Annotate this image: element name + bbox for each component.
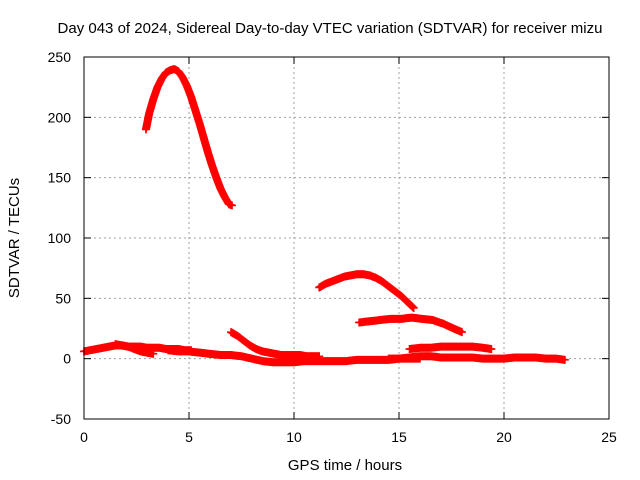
data-point	[487, 345, 496, 354]
x-axis-label: GPS time / hours	[288, 457, 402, 474]
y-tick-label: 100	[48, 230, 72, 246]
series-track-3	[355, 313, 466, 337]
data-series	[80, 65, 569, 367]
data-point	[409, 303, 418, 312]
axis-ticks: -50 0 50 100 150 200 250 0 5 10 15 20 25	[48, 49, 617, 445]
x-tick-label: 5	[185, 429, 193, 445]
y-tick-label: 50	[55, 290, 71, 306]
data-point	[560, 355, 569, 364]
y-tick-label: 200	[48, 109, 72, 125]
x-tick-label: 10	[286, 429, 302, 445]
series-track-2	[315, 270, 418, 312]
x-tick-label: 25	[601, 429, 617, 445]
chart-title: Day 043 of 2024, Sidereal Day-to-day VTE…	[58, 20, 603, 37]
x-tick-label: 0	[80, 429, 88, 445]
x-tick-label: 20	[496, 429, 512, 445]
y-axis-label: SDTVAR / TECUs	[6, 178, 23, 298]
y-tick-label: -50	[51, 411, 71, 427]
y-tick-label: 250	[48, 49, 72, 65]
plot-frame	[83, 56, 610, 420]
series-track-5	[405, 342, 496, 354]
series-track-4	[227, 328, 324, 361]
series-track-9	[384, 352, 569, 364]
series-track-7	[111, 340, 158, 358]
y-tick-label: 150	[48, 170, 72, 186]
data-point	[458, 328, 466, 337]
data-point	[228, 201, 237, 210]
x-tick-label: 15	[391, 429, 407, 445]
series-track-1	[141, 65, 237, 210]
data-point	[149, 349, 158, 358]
y-tick-label: 0	[63, 351, 71, 367]
